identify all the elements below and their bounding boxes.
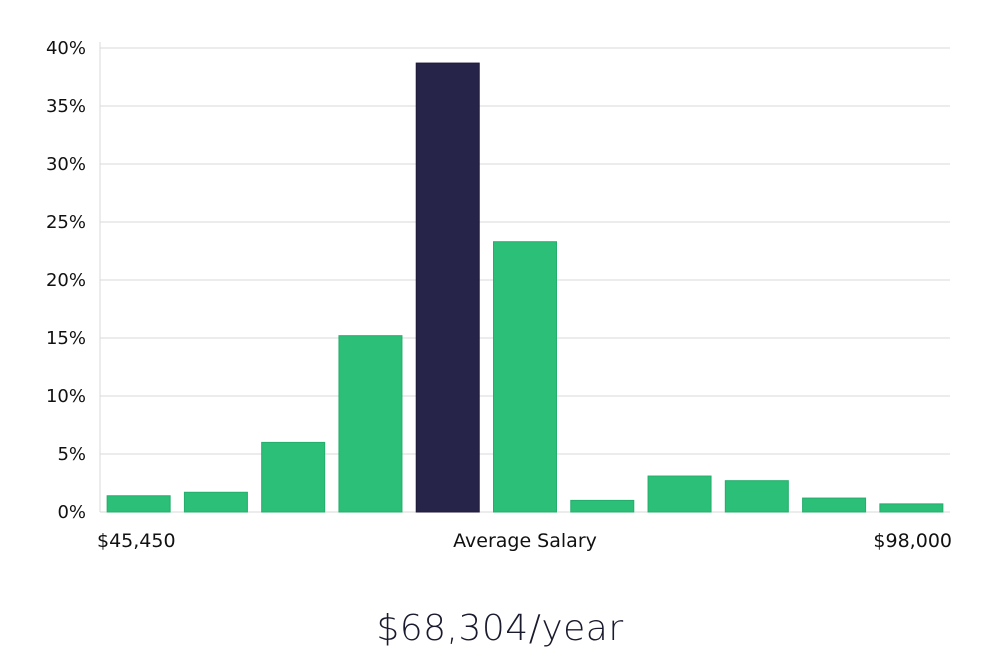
- x-tick-label-max: $98,000: [873, 530, 952, 552]
- y-tick-label: 10%: [46, 386, 86, 407]
- x-tick-label-min: $45,450: [97, 530, 176, 552]
- bar: [338, 335, 403, 513]
- y-tick-label: 40%: [46, 38, 86, 59]
- bar-average-salary: [415, 62, 480, 513]
- x-tick-label-center: Average Salary: [453, 530, 597, 552]
- y-tick-label: 15%: [46, 328, 86, 349]
- y-tick-label: 0%: [57, 502, 86, 523]
- bar: [879, 503, 944, 513]
- y-tick-label: 20%: [46, 270, 86, 291]
- bar: [570, 499, 635, 513]
- salary-histogram-chart: 0% 5% 10% 15% 20% 25% 30% 35% 40% $45,450 Averag…: [46, 38, 952, 552]
- y-axis-labels: 0% 5% 10% 15% 20% 25% 30% 35% 40%: [46, 38, 86, 523]
- bar: [493, 241, 557, 513]
- bar: [724, 480, 789, 513]
- y-tick-label: 35%: [46, 96, 86, 117]
- average-salary-value: $68,304/year: [376, 608, 624, 649]
- bar: [261, 441, 326, 513]
- y-tick-label: 25%: [46, 212, 86, 233]
- y-tick-label: 5%: [57, 444, 86, 465]
- bar: [106, 495, 171, 513]
- y-tick-label: 30%: [46, 154, 86, 175]
- bar: [802, 497, 867, 513]
- bar: [183, 491, 248, 513]
- bar: [647, 475, 712, 513]
- bars-layer: [106, 62, 944, 513]
